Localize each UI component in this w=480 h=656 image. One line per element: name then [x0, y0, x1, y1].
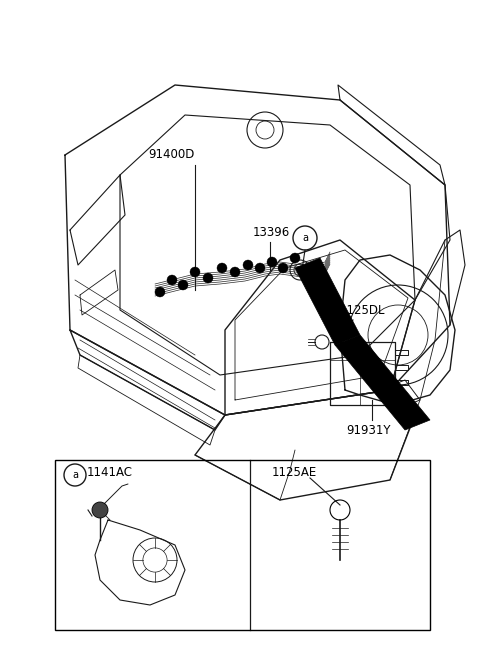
Circle shape	[267, 257, 277, 267]
Polygon shape	[335, 335, 430, 430]
Circle shape	[217, 263, 227, 273]
Circle shape	[178, 280, 188, 290]
Circle shape	[190, 267, 200, 277]
Text: 1125DL: 1125DL	[340, 304, 385, 316]
Text: 1141AC: 1141AC	[87, 466, 133, 478]
Circle shape	[92, 502, 108, 518]
Circle shape	[230, 267, 240, 277]
Text: a: a	[72, 470, 78, 480]
Circle shape	[167, 275, 177, 285]
Circle shape	[243, 260, 253, 270]
Text: 13396: 13396	[253, 226, 290, 239]
Text: 91400D: 91400D	[148, 148, 194, 161]
Polygon shape	[295, 258, 360, 345]
Bar	[55, 460, 430, 630]
Circle shape	[255, 263, 265, 273]
Circle shape	[278, 263, 288, 273]
Text: a: a	[302, 233, 308, 243]
Text: 91931Y: 91931Y	[346, 424, 391, 436]
Circle shape	[155, 287, 165, 297]
Text: 1125AE: 1125AE	[272, 466, 317, 478]
Circle shape	[290, 253, 300, 263]
Circle shape	[203, 273, 213, 283]
